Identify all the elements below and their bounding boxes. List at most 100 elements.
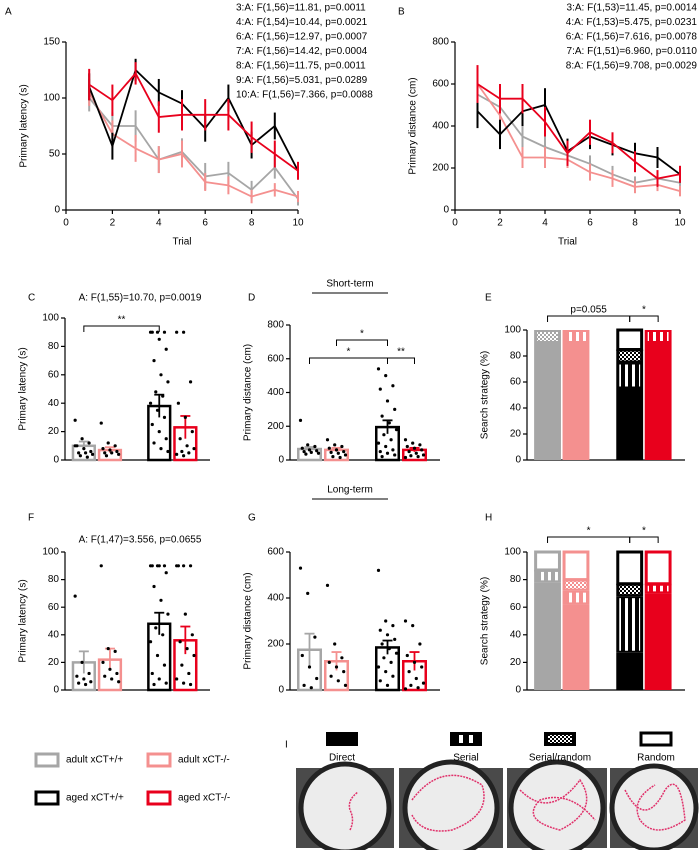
data-point (162, 564, 167, 568)
y-tick-label: 60 (510, 377, 522, 388)
data-point (304, 452, 308, 456)
strategy-label: Serial/random (529, 753, 591, 764)
data-point (380, 642, 384, 646)
data-point (340, 656, 344, 660)
data-point (82, 447, 86, 451)
y-tick-label: 600 (267, 353, 284, 364)
data-point (376, 665, 381, 669)
x-tick-label: 4 (156, 218, 162, 229)
section-heading: Short-term (326, 279, 373, 290)
data-point (117, 452, 121, 456)
data-point (414, 451, 418, 455)
data-point (82, 677, 86, 681)
y-tick-label: 100 (504, 325, 521, 336)
data-point (411, 441, 415, 445)
data-point (150, 422, 154, 427)
data-point (420, 448, 424, 452)
data-point (99, 564, 103, 568)
data-point (85, 455, 89, 459)
y-axis-label: Primary latency (s) (18, 347, 29, 430)
data-point (376, 568, 381, 573)
segment-pattern (537, 332, 558, 341)
y-axis-label: Search strategy (%) (480, 577, 491, 665)
y-tick-label: 0 (54, 205, 60, 216)
data-point (313, 635, 317, 639)
segment-pattern (565, 332, 587, 341)
data-point (380, 414, 384, 418)
bar-segment (562, 604, 590, 690)
data-point (148, 640, 153, 644)
data-point (342, 449, 346, 454)
data-point (180, 449, 184, 454)
x-tick-label: 0 (452, 218, 458, 229)
data-point (161, 394, 165, 398)
y-tick-label: 400 (267, 387, 284, 398)
y-tick-label: 40 (48, 629, 60, 640)
data-point (150, 564, 154, 568)
data-point (389, 660, 393, 665)
data-point (387, 647, 391, 651)
strategy-label: Random (637, 753, 675, 764)
data-point (325, 438, 330, 442)
annotation: 10:A: F(1,56)=7.366, p=0.0088 (236, 90, 373, 101)
data-point (412, 446, 417, 450)
data-point (104, 454, 109, 458)
data-point (162, 415, 167, 419)
data-point (176, 401, 180, 405)
x-tick-label: 0 (63, 218, 69, 229)
y-tick-label: 20 (510, 657, 522, 668)
y-tick-label: 600 (267, 547, 284, 558)
data-point (403, 687, 408, 691)
bar-segment (534, 343, 561, 460)
data-point (148, 401, 153, 405)
segment-pattern (537, 571, 558, 581)
segment-pattern (619, 351, 641, 361)
data-point (155, 330, 160, 334)
y-tick-label: 400 (267, 593, 284, 604)
bar-segment (616, 388, 644, 460)
data-point (378, 628, 382, 632)
data-point (182, 454, 186, 458)
bar-segment (562, 550, 590, 582)
data-point (161, 633, 165, 637)
maze-photos (296, 759, 699, 850)
data-point (393, 407, 397, 411)
x-tick-label: 2 (497, 218, 503, 229)
bar-segment (616, 550, 644, 586)
significance-label: p=0.055 (570, 305, 607, 316)
bar-segment (644, 593, 672, 690)
panel-letter: B (398, 7, 405, 18)
data-point (407, 670, 411, 674)
y-tick-label: 200 (267, 639, 284, 650)
data-point (157, 564, 161, 568)
legend-swatch (34, 752, 60, 768)
segment-pattern (619, 585, 641, 595)
data-point (188, 380, 193, 384)
data-point (157, 677, 161, 681)
y-tick-label: 40 (48, 398, 60, 409)
x-axis-label: Trial (172, 237, 191, 248)
legend-swatch (146, 790, 172, 806)
legend-swatch (34, 790, 60, 806)
data-point (307, 665, 312, 669)
data-point (73, 594, 77, 598)
data-point (384, 444, 388, 449)
y-tick-label: 20 (48, 426, 60, 437)
data-point (178, 640, 182, 644)
annotation: 8:A: F(1,56)=11.75, p=0.0011 (236, 61, 366, 72)
data-point (106, 647, 110, 651)
panel-letter: F (28, 513, 34, 524)
annotation: 7:A: F(1,56)=14.42, p=0.0004 (236, 46, 368, 57)
data-point (302, 683, 306, 688)
legend-label: aged xCT+/+ (66, 793, 124, 804)
data-point (385, 633, 390, 637)
legend-swatch (146, 752, 172, 768)
data-point (336, 451, 340, 455)
segment-pattern (565, 581, 587, 589)
significance-label: * (360, 329, 364, 340)
annotation: 7:A: F(1,51)=6.960, p=0.0110 (567, 46, 698, 57)
y-tick-label: 20 (48, 657, 60, 668)
panel-letter: C (28, 293, 35, 304)
y-tick-label: 0 (515, 455, 521, 466)
annotation: A: F(1,47)=3.556, p=0.0655 (79, 535, 202, 546)
